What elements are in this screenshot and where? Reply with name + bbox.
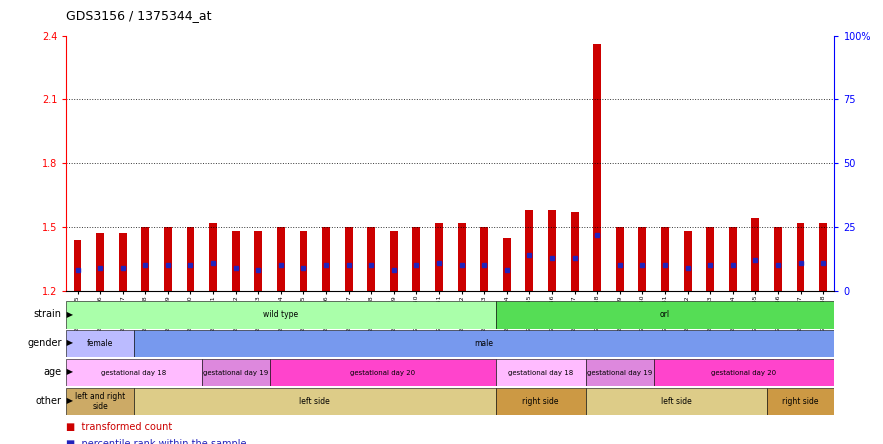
Bar <box>299 231 307 291</box>
Bar <box>796 223 804 291</box>
Text: female: female <box>87 339 113 348</box>
Text: ▶: ▶ <box>64 396 72 405</box>
Text: left side: left side <box>299 397 330 406</box>
Bar <box>661 227 669 291</box>
Bar <box>118 234 126 291</box>
Bar <box>615 227 623 291</box>
Bar <box>480 227 488 291</box>
Bar <box>202 359 269 386</box>
Text: right side: right side <box>523 397 559 406</box>
Bar <box>66 359 202 386</box>
Bar <box>367 227 375 291</box>
Bar <box>548 210 556 291</box>
Bar <box>277 227 285 291</box>
Bar <box>344 227 352 291</box>
Bar <box>593 44 601 291</box>
Text: wild type: wild type <box>263 310 298 319</box>
Text: other: other <box>36 396 62 406</box>
Bar <box>186 227 194 291</box>
Text: ■  transformed count: ■ transformed count <box>66 422 172 432</box>
Bar <box>586 388 766 415</box>
Bar <box>495 359 586 386</box>
Text: right side: right side <box>782 397 819 406</box>
Bar <box>502 238 510 291</box>
Bar <box>751 218 759 291</box>
Bar <box>73 240 81 291</box>
Text: GDS3156 / 1375344_at: GDS3156 / 1375344_at <box>66 9 212 22</box>
Bar <box>269 359 495 386</box>
Bar <box>728 227 736 291</box>
Text: gestational day 19: gestational day 19 <box>587 369 653 376</box>
Text: age: age <box>43 367 62 377</box>
Text: ▶: ▶ <box>64 338 72 348</box>
Text: gestational day 18: gestational day 18 <box>508 369 573 376</box>
Text: gestational day 19: gestational day 19 <box>203 369 268 376</box>
Bar <box>231 231 239 291</box>
Text: gestational day 18: gestational day 18 <box>102 369 167 376</box>
Bar <box>209 223 217 291</box>
Bar <box>495 301 834 329</box>
Text: orl: orl <box>660 310 670 319</box>
Text: ▶: ▶ <box>64 367 72 377</box>
Bar <box>322 227 330 291</box>
Bar <box>134 388 495 415</box>
Bar <box>66 388 134 415</box>
Bar <box>653 359 834 386</box>
Text: gestational day 20: gestational day 20 <box>712 369 777 376</box>
Bar <box>706 227 714 291</box>
Text: ■  percentile rank within the sample: ■ percentile rank within the sample <box>66 440 246 444</box>
Bar <box>586 359 653 386</box>
Text: gender: gender <box>27 338 62 348</box>
Bar <box>412 227 420 291</box>
Text: left and right
side: left and right side <box>75 392 125 411</box>
Bar <box>766 388 834 415</box>
Text: strain: strain <box>34 309 62 319</box>
Text: gestational day 20: gestational day 20 <box>350 369 415 376</box>
Bar <box>141 227 149 291</box>
Bar <box>66 301 495 329</box>
Bar <box>638 227 646 291</box>
Bar <box>457 223 465 291</box>
Bar <box>819 223 827 291</box>
Text: ▶: ▶ <box>64 309 72 319</box>
Bar <box>683 231 691 291</box>
Bar <box>774 227 782 291</box>
Bar <box>254 231 262 291</box>
Bar <box>96 234 104 291</box>
Text: male: male <box>475 339 494 348</box>
Bar <box>390 231 398 291</box>
Bar <box>66 330 134 357</box>
Bar <box>525 210 533 291</box>
Bar <box>435 223 443 291</box>
Bar <box>164 227 172 291</box>
Bar <box>495 388 586 415</box>
Bar <box>570 212 578 291</box>
Text: left side: left side <box>660 397 691 406</box>
